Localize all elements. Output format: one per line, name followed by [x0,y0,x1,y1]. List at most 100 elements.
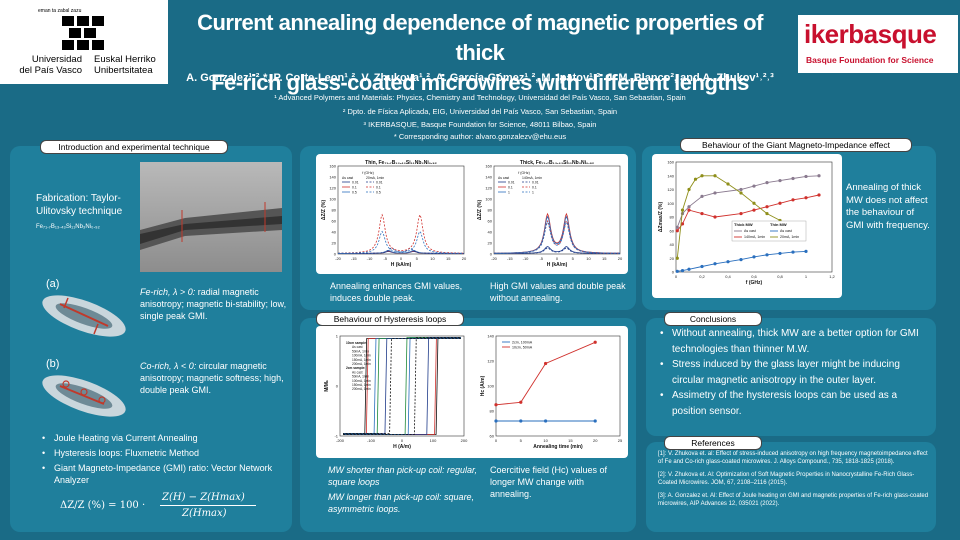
x-tick-label: 5 [572,256,575,261]
y-tick-label: 100 [667,201,674,206]
legend-label: As cast [352,370,363,374]
y-tick-label: 140 [485,175,492,180]
legend-label: 100mA, 1min [352,379,371,383]
series-line [494,219,620,254]
references-panel [646,442,936,532]
x-tick-label: -15 [351,256,358,261]
x-tick-label: 5 [416,256,419,261]
conclusion-item: Without annealing, thick MW are a better… [660,326,928,357]
data-point [804,249,808,253]
x-tick-label: -200 [336,438,345,443]
fig-label-b: (b) [46,358,60,370]
legend-label: 10cm, 50mA [512,345,533,349]
legend-label: 20mA, 1min [780,235,799,239]
data-point [752,201,756,205]
conclusions-list: Without annealing, thick MW are a better… [660,326,928,419]
x-tick-label: 0,8 [777,274,783,279]
data-point [675,225,679,229]
legend-label: 0.5 [376,190,381,194]
intro-bullet: Giant Magneto-Impedance (GMI) ratio: Vec… [42,462,282,486]
data-point [494,403,498,407]
composition-text: Fe₇₁.₇B₁₃.₄₃Si₁₁Nb₃Ni₀.₉₂ [36,224,100,230]
legend-label: 1 [508,190,510,194]
co-rich-description: Co-rich, λ < 0: circular magnetic anisot… [140,360,288,396]
data-point [544,361,548,366]
co-rich-lead: Co-rich, λ < 0: [140,361,197,371]
x-tick-label: 1 [805,274,808,279]
x-tick-label: -15 [507,256,514,261]
gmi-frequency-chart-box: 0 0,2 0,4 0,6 0,8 1 1,2 0 20 40 60 80 100 120 140 160 f … [652,154,842,298]
y-tick-label: 60 [332,219,337,224]
data-point [765,181,769,185]
data-point [752,255,756,259]
x-tick-label: -5 [539,256,543,261]
y-tick-label: 140 [487,334,494,339]
x-tick-label: -100 [367,438,376,443]
ikerbasque-name: ikerbasque [804,19,937,49]
data-point [593,419,597,423]
y-tick-label: 40 [332,230,337,235]
hysteresis-caption-right: Coercitive field (Hc) values of longer M… [490,465,608,499]
hysteresis-header: Behaviour of Hysteresis loops [316,312,464,326]
y-axis-label: Hc (A/m) [480,375,486,396]
data-point [687,208,691,212]
x-tick-label: -10 [523,256,530,261]
legend-box [731,220,807,242]
data-point [680,269,685,273]
gmi-field-chart-thin: -20 -15 -10 -5 0 5 10 15 20 0 20 40 60 80 100 120 140 160… [321,160,467,268]
y-tick-label: 120 [485,186,492,191]
data-point [726,260,730,264]
data-point [680,222,685,226]
x-tick-label: -10 [367,256,374,261]
y-tick-label: 160 [485,164,492,169]
x-tick-label: 0 [401,438,404,443]
x-tick-label: 5 [520,438,523,443]
x-tick-label: 0,6 [751,274,757,279]
data-point [765,253,769,257]
x-axis-label: Annealing time (min) [533,444,583,450]
legend-label: 2cm sample: [346,366,365,370]
data-point [544,419,548,423]
data-point [752,208,756,212]
x-tick-label: 10 [543,438,548,443]
gmi-field-caption-left: Annealing enhances GMI values, induces d… [330,281,463,303]
corresponding-author: * Corresponding author: alvaro.gonzalezv… [393,132,567,141]
data-point [778,201,782,205]
y-tick-label: 1 [336,334,339,339]
plot-frame [337,165,465,255]
data-point [739,258,743,262]
legend-label: 0.1 [508,185,513,189]
y-tick-label: 60 [488,219,493,224]
data-point [700,174,704,178]
plot-frame [495,335,621,437]
gmi-formula: ΔZ/Z (%) = 100 · Z(H) − Z(Hmax) Z(Hmax) [60,492,280,522]
upv-name-eu-2: Unibertsitatea [94,65,153,76]
x-tick-label: -20 [335,256,342,261]
y-tick-label: 160 [667,160,674,165]
y-tick-label: 140 [329,175,336,180]
y-tick-label: 40 [488,230,493,235]
ikerbasque-sub: Basque Foundation for Science [806,55,934,65]
y-tick-label: 0 [490,252,493,257]
reference-item: [2]: V. Zhukova et. Al: Optimization of … [658,472,915,486]
data-point [739,187,743,192]
legend-column: 140mA, 1min [522,176,542,180]
conclusion-item: Stress induced by the glass layer might … [660,357,928,388]
conclusion-item: Assimetry of the hysteresis loops can be… [660,388,928,419]
x-axis-label: f (GHz) [746,280,763,286]
series-line [494,246,620,254]
legend-label: 0.01 [376,180,383,184]
y-tick-label: 0 [672,270,675,275]
upv-motto: eman ta zabal zazu [38,8,82,14]
poster-title: Current annealing dependence of magnetic… [170,8,790,98]
legend-label: 1 [532,190,534,194]
fe-rich-text: radial magnetic anisotropy; magnetic bi-… [140,287,287,321]
x-tick-label: -20 [491,256,498,261]
series-line [676,194,820,232]
data-point [700,211,704,216]
fe-rich-description: Fe-rich, λ > 0: radial magnetic anisotro… [140,286,288,322]
series-line [676,175,781,259]
data-point [791,198,795,202]
hysteresis-caption-left-1: MW shorter than pick-up coil: regular, s… [328,465,478,487]
legend-label: As cast [352,345,363,349]
